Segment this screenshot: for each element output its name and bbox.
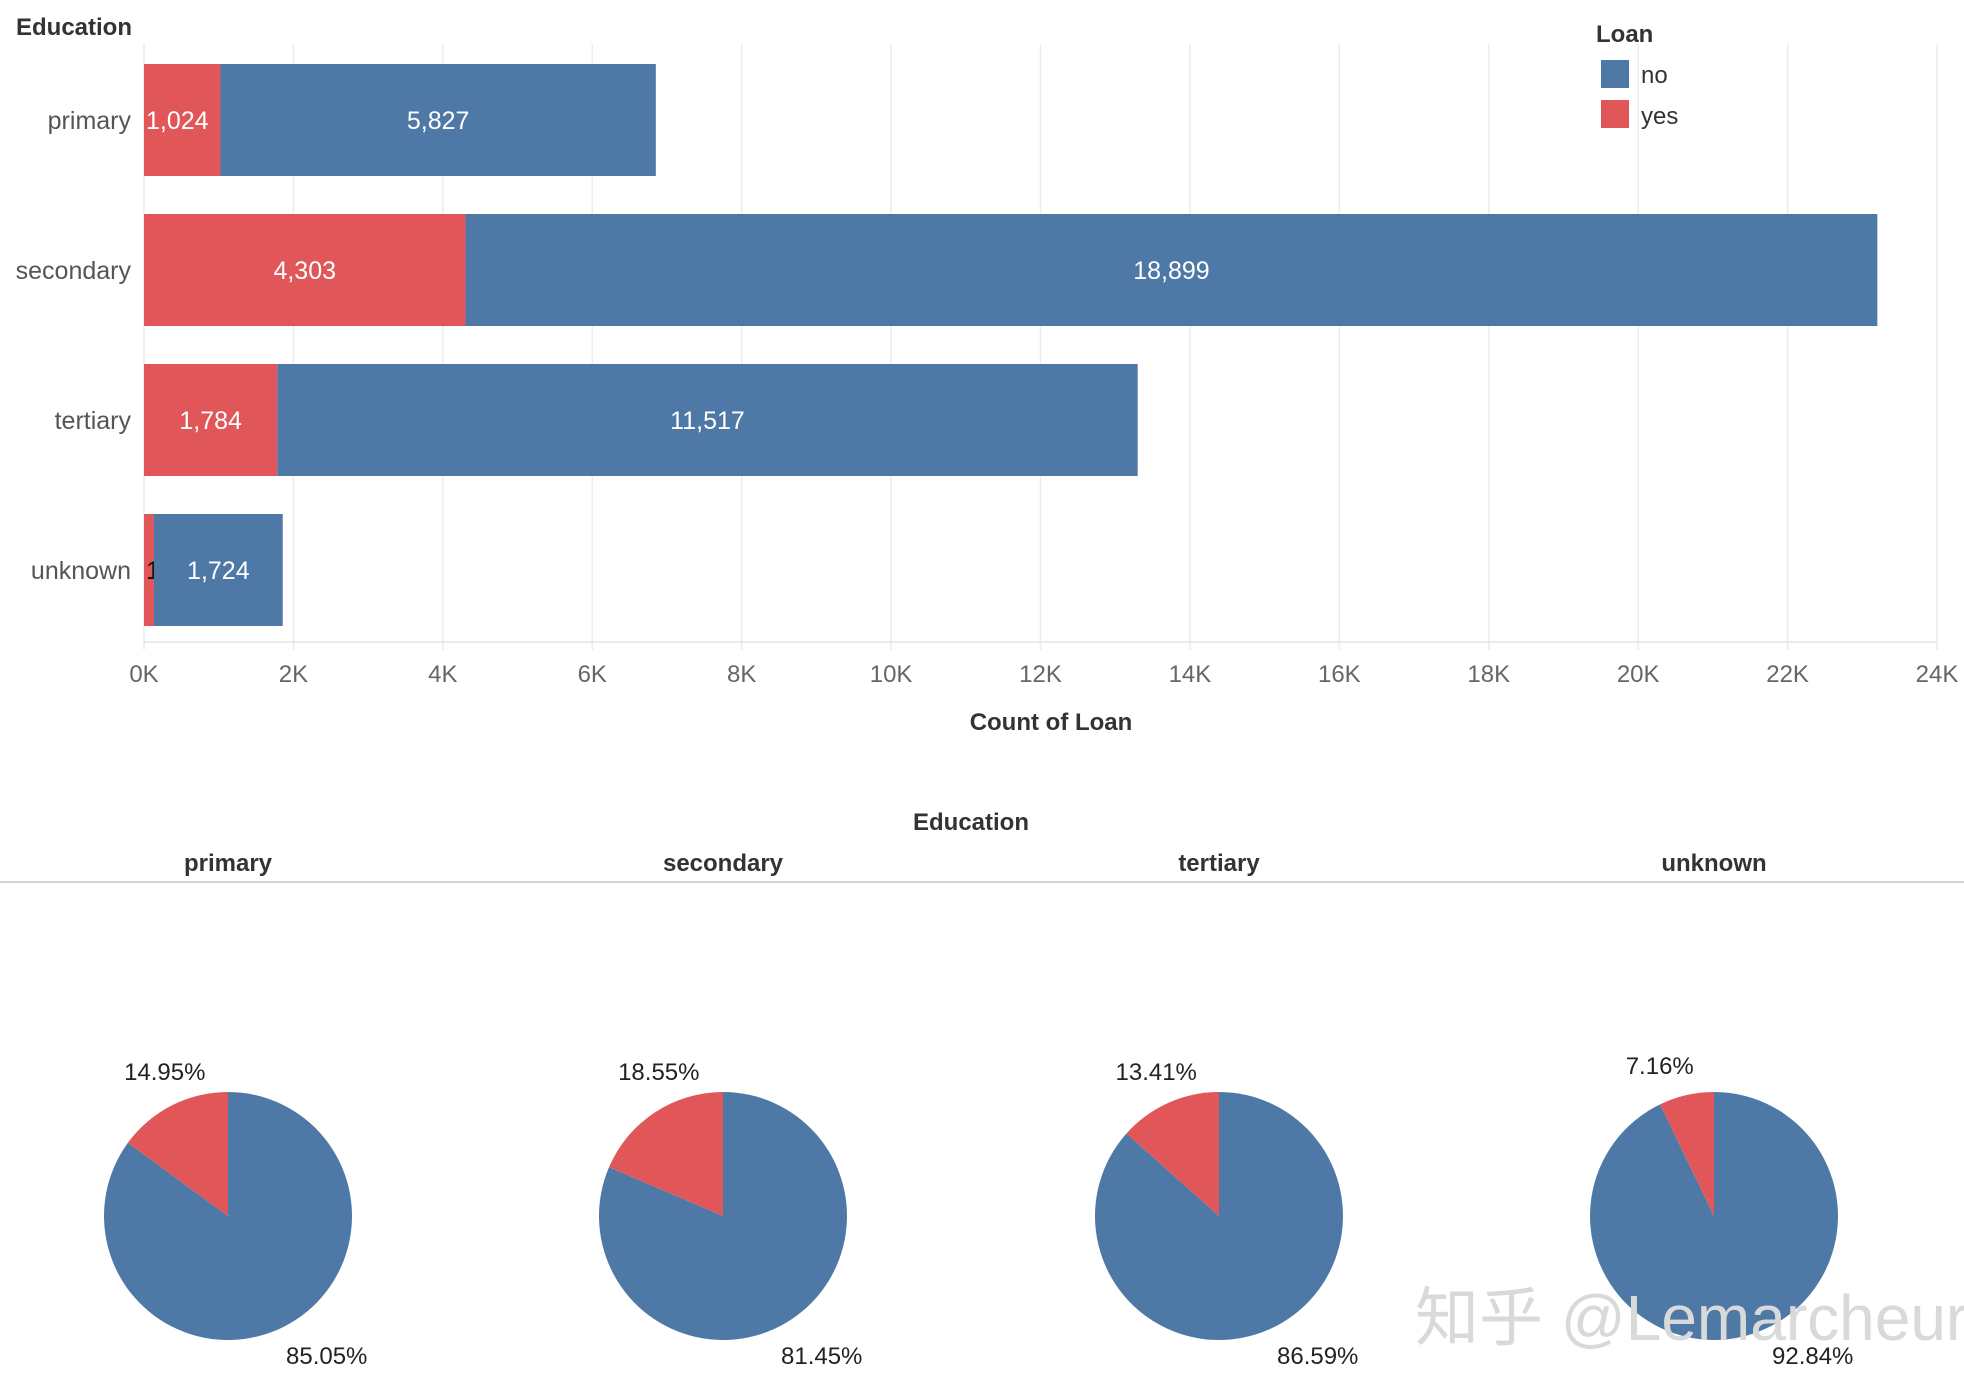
category-labels: primary secondary tertiary unknown [16,107,132,585]
pie-percent-label: 13.41% [1116,1059,1197,1086]
pie-primary: primary 85.05% 14.95% [103,850,367,1370]
pie-tertiary: tertiary 86.59% 13.41% [1094,850,1358,1370]
x-tick-label: 16K [1318,661,1361,688]
x-tick-label: 6K [578,661,607,688]
pie-slice-no [598,1092,847,1340]
bar-data-label: 5,827 [407,107,470,135]
x-tick-labels: 0K 2K 4K 6K 8K 10K 12K 14K 16K 18K 20K 22K 24K [129,661,1958,688]
bar-data-label: 1,724 [187,557,250,585]
pie-slice-no [1094,1092,1343,1340]
bar-segment-no [277,364,1138,476]
x-tick-label: 0K [129,661,158,688]
bar-segment-yes [144,214,466,326]
watermark-text: 知乎 @Lemarcheur [1415,1282,1964,1354]
bar-data-label: 4,303 [273,257,336,285]
legend-label-no: no [1641,62,1668,89]
bar-segment-yes [144,514,154,626]
bar-segment-yes [144,364,278,476]
pie-facets: primary 85.05% 14.95% secondary 81.45% 18.55%… [103,850,1853,1370]
pie-slice-yes [1126,1092,1219,1216]
pie-percent-label: 14.95% [124,1059,205,1086]
x-tick-label: 10K [870,661,913,688]
pie-percent-label: 18.55% [618,1059,699,1086]
category-label: secondary [16,257,132,285]
facet-header: unknown [1661,850,1766,877]
y-axis-title: Education [16,14,132,41]
pie-percent-label: 81.45% [781,1343,862,1370]
x-tick-label: 8K [727,661,756,688]
x-tick-label: 14K [1169,661,1212,688]
pie-charts: Education primary 85.05% 14.95% secondary 81… [0,809,1964,1370]
bar-segment-no [153,514,283,626]
legend-title: Loan [1596,21,1653,48]
pie-percent-label: 7.16% [1626,1053,1694,1080]
x-tick-label: 4K [428,661,457,688]
facet-header: tertiary [1178,850,1260,877]
pie-slice-yes [127,1092,228,1216]
bar-gridlines [143,44,1938,650]
legend-swatch-no [1601,60,1629,88]
category-label: unknown [31,557,131,585]
bar-data-label: 18,899 [1133,257,1209,285]
legend: Loan no yes [1596,21,1678,130]
pie-percent-label: 86.59% [1277,1343,1358,1370]
category-label: tertiary [55,407,132,435]
x-tick-label: 24K [1916,661,1959,688]
bar-segment-yes [144,64,221,176]
bar-data-label: 11,517 [670,407,745,435]
pie-slice-no [103,1092,352,1340]
facet-header: primary [184,850,273,877]
bar-segment-no [465,214,1878,326]
pie-slice-no [1589,1092,1838,1341]
x-tick-label: 2K [279,661,308,688]
x-tick-label: 20K [1617,661,1660,688]
legend-label-yes: yes [1641,103,1678,130]
x-tick-label: 22K [1766,661,1809,688]
legend-swatch-yes [1601,100,1629,128]
facet-header: secondary [663,850,784,877]
facet-title: Education [913,809,1029,836]
category-label: primary [48,107,132,135]
bar-segment-no [220,64,656,176]
x-tick-label: 12K [1019,661,1062,688]
pie-slice-yes [1660,1092,1714,1216]
pie-unknown: unknown 92.84% 7.16% [1589,850,1853,1370]
x-axis-title: Count of Loan [970,709,1133,736]
pie-percent-label: 85.05% [286,1343,367,1370]
pie-secondary: secondary 81.45% 18.55% [598,850,862,1370]
pie-percent-label: 92.84% [1772,1343,1853,1370]
bar-chart: Education primary secondary tertiary unknow… [16,14,1959,736]
x-tick-label: 18K [1467,661,1510,688]
pie-slice-yes [609,1092,723,1216]
bar-data-label: 1,024 [146,107,209,135]
bar-data-label: 1,784 [179,407,242,435]
